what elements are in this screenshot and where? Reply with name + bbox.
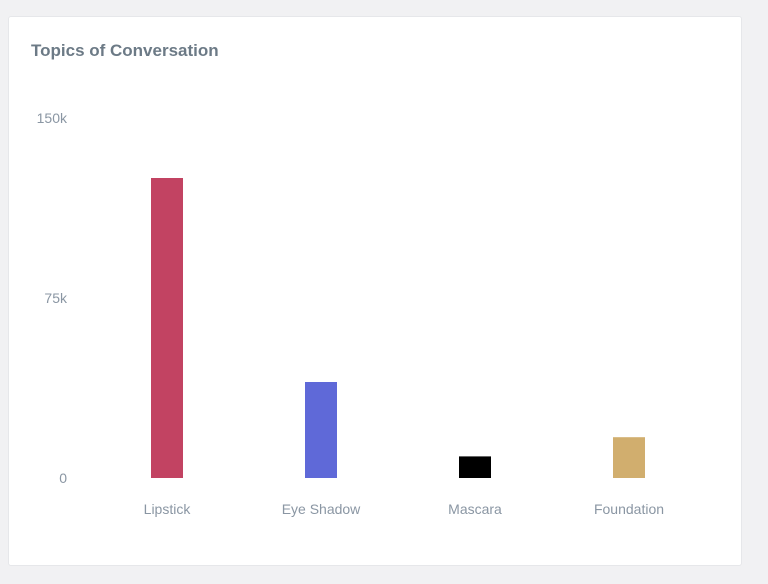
bars <box>151 178 645 478</box>
bar-mascara[interactable] <box>459 456 491 478</box>
y-tick-label: 75k <box>44 290 68 306</box>
card-title: Topics of Conversation <box>31 41 219 60</box>
y-tick-label: 0 <box>59 470 67 486</box>
x-category-label: Lipstick <box>144 501 192 517</box>
y-tick-label: 150k <box>37 110 68 126</box>
x-category-label: Mascara <box>448 501 502 517</box>
bar-eye-shadow[interactable] <box>305 382 337 478</box>
y-axis: 0 75k 150k <box>37 110 68 486</box>
x-category-label: Eye Shadow <box>282 501 361 517</box>
bar-lipstick[interactable] <box>151 178 183 478</box>
bar-foundation[interactable] <box>613 437 645 478</box>
chart-card: Topics of Conversation <box>8 16 742 566</box>
x-category-label: Foundation <box>594 501 664 517</box>
x-axis: Lipstick Eye Shadow Mascara Foundation <box>144 501 664 517</box>
